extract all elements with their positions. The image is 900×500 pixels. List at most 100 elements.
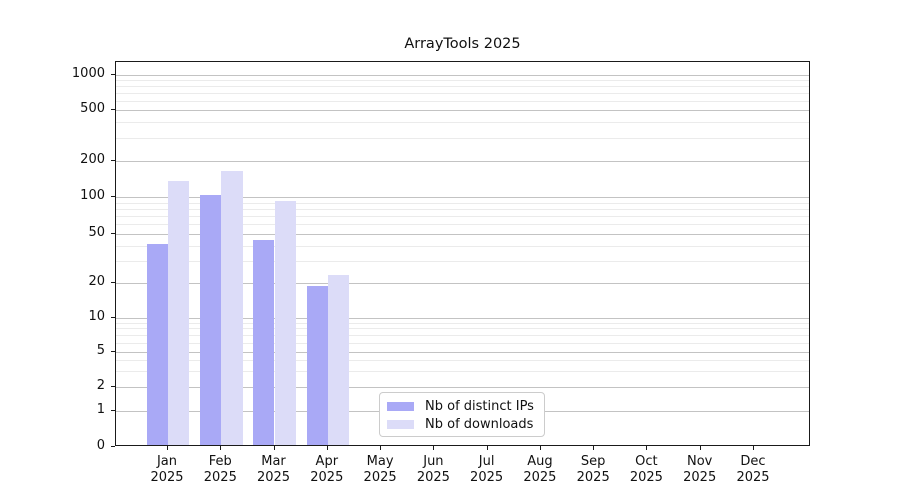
chart-title: ArrayTools 2025 xyxy=(404,36,521,52)
minor-gridline xyxy=(116,322,809,324)
month-label: Sep xyxy=(580,454,606,469)
minor-gridline xyxy=(116,328,809,330)
y-tick-mark xyxy=(111,446,115,447)
x-axis-tick-label: Feb 2025 xyxy=(188,454,252,486)
y-axis-tick-label: 2 xyxy=(96,377,105,393)
major-gridline xyxy=(116,234,809,235)
x-axis-tick-label: Nov 2025 xyxy=(668,454,732,486)
legend-item-downloads: Nb of downloads xyxy=(387,416,536,433)
y-axis-tick-label: 20 xyxy=(88,273,105,289)
x-tick-mark xyxy=(380,446,382,450)
major-gridline xyxy=(116,282,809,284)
y-tick-mark xyxy=(111,316,115,318)
bar-downloads-apr xyxy=(327,275,350,445)
year-label: 2025 xyxy=(629,470,663,485)
bar-distinct-ips-mar xyxy=(253,240,275,445)
major-gridline xyxy=(116,160,809,162)
minor-gridline xyxy=(116,80,809,82)
x-tick-mark xyxy=(539,446,541,450)
minor-gridline xyxy=(116,138,809,140)
legend-swatch-distinct-ips xyxy=(387,402,414,411)
year-label: 2025 xyxy=(470,470,504,485)
legend: Nb of distinct IPs Nb of downloads xyxy=(379,392,545,437)
y-axis-tick-label: 200 xyxy=(80,151,105,167)
month-label: Aug xyxy=(527,454,553,469)
y-axis-tick-label: 1 xyxy=(96,401,105,417)
x-tick-mark xyxy=(593,446,595,450)
year-label: 2025 xyxy=(683,470,717,485)
x-axis-tick-label: May 2025 xyxy=(348,454,412,486)
x-tick-mark xyxy=(326,446,328,450)
minor-gridline xyxy=(116,261,809,262)
x-tick-mark xyxy=(753,446,754,450)
x-tick-mark xyxy=(220,446,222,450)
year-label: 2025 xyxy=(363,470,397,485)
x-tick-mark xyxy=(273,446,275,450)
month-label: Jan xyxy=(156,454,178,469)
minor-gridline xyxy=(116,360,809,361)
minor-gridline xyxy=(116,93,809,94)
y-axis-tick-label: 0 xyxy=(96,438,105,453)
month-label: Jul xyxy=(478,454,495,469)
x-axis-tick-label: Oct 2025 xyxy=(614,454,678,486)
y-axis-tick-label: 5 xyxy=(96,342,105,358)
x-tick-mark xyxy=(646,446,648,450)
y-tick-mark xyxy=(111,196,115,197)
legend-item-distinct-ips: Nb of distinct IPs xyxy=(387,398,536,415)
legend-label-distinct-ips: Nb of distinct IPs xyxy=(425,399,534,414)
x-tick-mark xyxy=(486,446,488,450)
x-axis-tick-label: Jun 2025 xyxy=(401,454,465,486)
y-axis-tick-label: 50 xyxy=(88,225,105,240)
minor-gridline xyxy=(116,224,809,226)
year-label: 2025 xyxy=(576,470,610,485)
y-tick-mark xyxy=(111,109,115,110)
x-axis-tick-label: Sep 2025 xyxy=(561,454,625,486)
minor-gridline xyxy=(116,371,809,372)
y-tick-mark xyxy=(111,74,115,75)
major-gridline xyxy=(116,386,809,388)
major-gridline xyxy=(116,317,809,319)
minor-gridline xyxy=(116,122,809,124)
month-label: Nov xyxy=(687,454,713,469)
y-axis-tick-label: 10 xyxy=(88,308,105,324)
x-axis-tick-label: Mar 2025 xyxy=(242,454,306,486)
year-label: 2025 xyxy=(310,470,344,485)
minor-gridline xyxy=(116,335,809,336)
month-label: Apr xyxy=(315,454,339,469)
plot-area xyxy=(115,61,810,446)
y-tick-mark xyxy=(111,159,115,161)
y-axis-tick-label: 1000 xyxy=(71,66,105,81)
x-axis-tick-label: Aug 2025 xyxy=(508,454,572,486)
month-label: May xyxy=(366,454,394,469)
bar-distinct-ips-feb xyxy=(200,195,222,445)
month-label: Oct xyxy=(635,454,658,469)
minor-gridline xyxy=(116,216,809,217)
y-tick-mark xyxy=(111,385,115,387)
y-axis-tick-label: 100 xyxy=(80,188,105,203)
bar-downloads-feb xyxy=(221,170,243,445)
y-tick-mark xyxy=(111,350,115,352)
year-label: 2025 xyxy=(416,470,450,485)
year-label: 2025 xyxy=(150,470,184,485)
year-label: 2025 xyxy=(523,470,557,485)
y-axis-tick-label: 500 xyxy=(80,101,105,116)
x-tick-mark xyxy=(433,446,435,450)
month-label: Mar xyxy=(261,454,286,469)
year-label: 2025 xyxy=(736,470,770,485)
minor-gridline xyxy=(116,100,809,102)
major-gridline xyxy=(116,110,809,111)
major-gridline xyxy=(116,75,809,76)
x-axis-tick-label: Jan 2025 xyxy=(135,454,199,486)
y-tick-mark xyxy=(111,281,115,283)
minor-gridline xyxy=(116,208,809,210)
month-label: Dec xyxy=(740,454,766,469)
month-label: Jun xyxy=(423,454,444,469)
x-axis-tick-label: Apr 2025 xyxy=(295,454,359,486)
bar-downloads-mar xyxy=(274,200,296,445)
x-tick-mark xyxy=(699,446,701,450)
major-gridline xyxy=(116,351,809,353)
x-axis-tick-label: Dec 2025 xyxy=(721,454,785,486)
month-label: Feb xyxy=(208,454,232,469)
bar-distinct-ips-jan xyxy=(146,243,168,445)
